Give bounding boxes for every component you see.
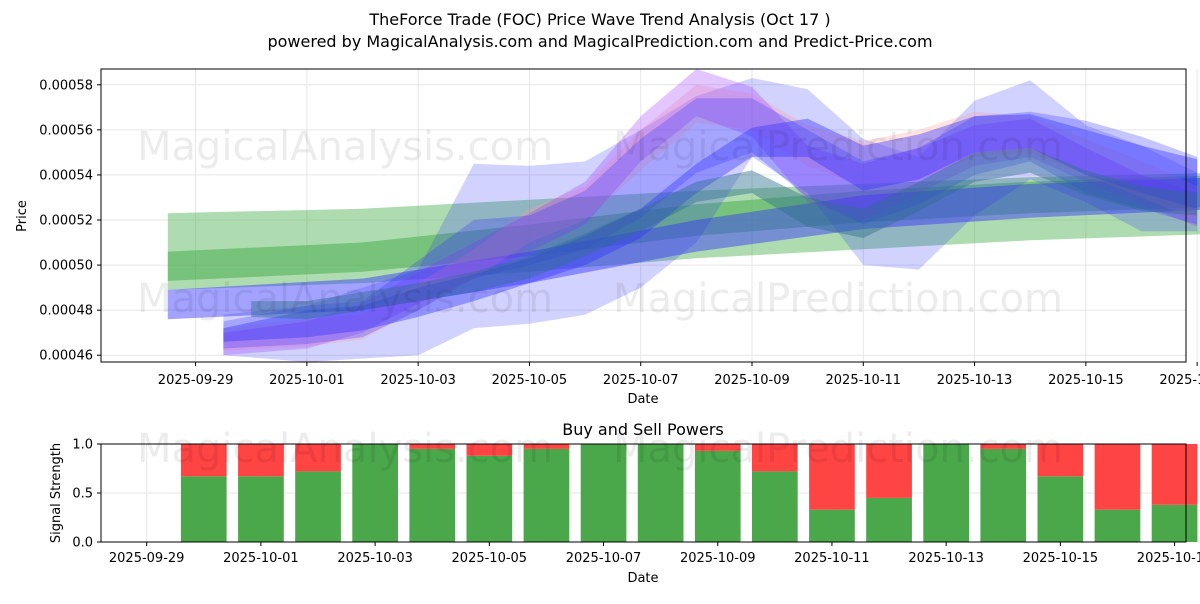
signal-x-tick-label: 2025-10-17 <box>1137 551 1200 566</box>
buy-bar <box>637 444 684 542</box>
price-x-tick-label: 2025-10-01 <box>269 373 345 388</box>
signal-y-tick-label: 0.5 <box>72 487 93 502</box>
price-x-tick-label: 2025-10-13 <box>937 373 1013 388</box>
sell-bar <box>752 444 798 472</box>
signal-x-tick-label: 2025-09-29 <box>109 551 185 566</box>
signal-x-tick-label: 2025-10-07 <box>566 551 642 566</box>
sell-bar <box>866 444 912 498</box>
price-band-5 <box>223 69 1198 356</box>
buy-bar <box>980 448 1027 542</box>
price-band-8 <box>251 147 1198 320</box>
sell-bar <box>466 444 513 456</box>
price-band-3 <box>223 78 1198 362</box>
signal-x-tick-label: 2025-10-13 <box>908 551 984 566</box>
sell-bar <box>295 444 341 472</box>
watermark-analysis-mid: MagicalAnalysis.com <box>137 276 553 322</box>
buy-bar <box>809 509 855 542</box>
signal-x-tick-label: 2025-10-01 <box>223 551 299 566</box>
price-x-tick-label: 2025-09-29 <box>158 373 234 388</box>
price-y-tick-label: 0.00054 <box>39 168 93 183</box>
buy-bar <box>466 455 513 542</box>
signal-x-tick-label: 2025-10-15 <box>1023 551 1099 566</box>
buy-bar <box>752 471 798 542</box>
sell-bar <box>1151 444 1198 505</box>
signal-y-tick-label: 1.0 <box>72 438 93 453</box>
signal-bars <box>180 444 1198 542</box>
buy-bar <box>409 448 456 542</box>
buy-bar <box>180 476 227 542</box>
buy-bar <box>1037 476 1084 542</box>
price-y-tick-label: 0.00052 <box>39 214 93 229</box>
price-y-tick-label: 0.00046 <box>39 349 93 364</box>
price-y-axis-label: Price <box>15 200 30 232</box>
price-y-tick-label: 0.00048 <box>39 304 93 319</box>
watermark-prediction-mid: MagicalPrediction.com <box>613 276 1063 322</box>
buy-bar <box>238 476 284 542</box>
signal-x-axis-label: Date <box>627 571 658 586</box>
buy-bar <box>523 448 570 542</box>
buy-bar <box>352 444 398 542</box>
price-x-tick-label: 2025-10-03 <box>380 373 456 388</box>
price-band-6 <box>223 98 1198 349</box>
buy-bar <box>1151 504 1198 542</box>
price-band-4 <box>223 84 1198 351</box>
sell-bar <box>980 444 1027 449</box>
price-x-axis: 2025-09-29 2025-10-01 2025-10-03 2025-10-05… <box>158 362 1200 388</box>
signal-y-axis-label: Signal Strength <box>49 443 64 543</box>
price-x-tick-label: 2025-10-05 <box>492 373 568 388</box>
watermark-prediction-top: MagicalPrediction.com <box>613 124 1063 170</box>
price-x-tick-label: 2025-10-17 <box>1159 373 1200 388</box>
price-y-tick-label: 0.00056 <box>39 123 93 138</box>
buy-bar <box>580 444 627 542</box>
price-y-tick-label: 0.00050 <box>39 259 93 274</box>
watermark-analysis-bottom: MagicalAnalysis.com <box>137 426 553 472</box>
sell-bar <box>238 444 284 477</box>
price-y-tick-label: 0.00058 <box>39 78 93 93</box>
signal-x-tick-label: 2025-10-03 <box>337 551 413 566</box>
signal-x-axis: 2025-09-29 2025-10-01 2025-10-03 2025-10-05… <box>109 542 1200 566</box>
chart-title-line2: powered by MagicalAnalysis.com and Magic… <box>267 32 932 51</box>
price-x-tick-label: 2025-10-15 <box>1048 373 1124 388</box>
price-x-tick-label: 2025-10-07 <box>603 373 679 388</box>
sell-bar <box>694 444 741 451</box>
signal-chart-title: Buy and Sell Powers <box>562 420 724 439</box>
price-x-axis-label: Date <box>627 392 658 407</box>
sell-bar <box>180 444 227 477</box>
watermark-prediction-bottom: MagicalPrediction.com <box>613 426 1063 472</box>
price-band-7 <box>223 114 1198 342</box>
signal-y-axis: 0.0 0.5 1.0 <box>72 438 101 551</box>
signal-x-tick-label: 2025-10-11 <box>794 551 870 566</box>
price-y-axis: 0.00046 0.00048 0.00050 0.00052 0.00054 0.000… <box>39 78 101 364</box>
signal-watermarks: MagicalAnalysis.com MagicalPrediction.co… <box>137 426 1063 472</box>
buy-bar <box>923 444 969 542</box>
sell-bar <box>809 444 855 510</box>
price-plot-frame <box>100 68 1187 363</box>
price-band-2 <box>167 178 1200 320</box>
buy-bar <box>694 450 741 542</box>
sell-bar <box>409 444 456 449</box>
sell-bar <box>523 444 570 449</box>
chart-title-line1: TheForce Trade (FOC) Price Wave Trend An… <box>368 10 830 29</box>
price-band-1 <box>167 175 1200 281</box>
price-watermarks: MagicalAnalysis.com MagicalPrediction.co… <box>137 124 1063 322</box>
price-x-tick-label: 2025-10-11 <box>826 373 902 388</box>
buy-bar <box>295 471 341 542</box>
signal-y-tick-label: 0.0 <box>72 536 93 551</box>
signal-x-tick-label: 2025-10-09 <box>680 551 756 566</box>
buy-bar <box>1094 509 1141 542</box>
sell-bar <box>1094 444 1141 510</box>
price-wave-bands <box>167 69 1200 362</box>
price-x-tick-label: 2025-10-09 <box>714 373 790 388</box>
buy-bar <box>866 497 912 542</box>
sell-bar <box>1037 444 1084 477</box>
signal-x-tick-label: 2025-10-05 <box>452 551 528 566</box>
watermark-analysis-top: MagicalAnalysis.com <box>137 124 553 170</box>
